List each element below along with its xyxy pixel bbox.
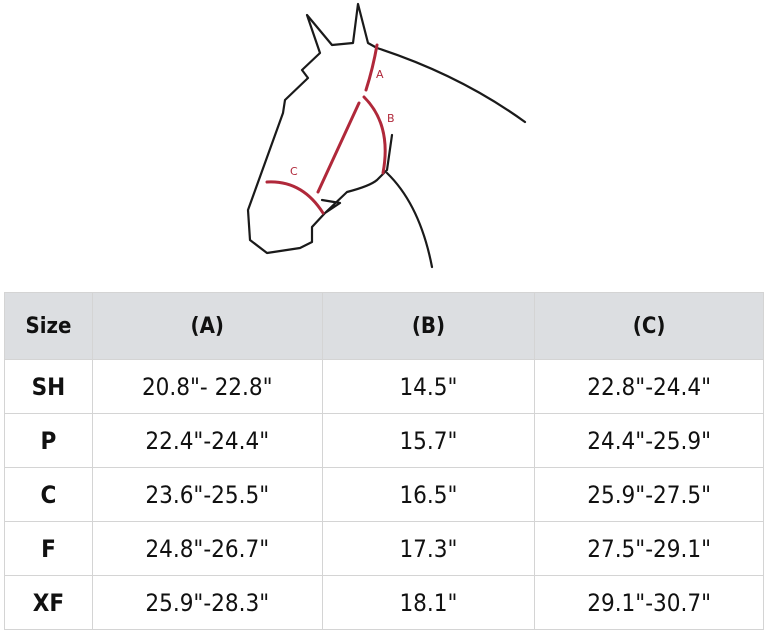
size-cell: P — [4, 413, 93, 468]
a-cell: 24.8"-26.7" — [91, 521, 323, 576]
a-cell: 25.9"-28.3" — [91, 575, 323, 630]
size-cell: F — [4, 521, 93, 576]
c-cell: 24.4"-25.9" — [534, 413, 764, 468]
measure-b-line — [362, 95, 387, 175]
b-cell: 18.1" — [321, 575, 536, 630]
a-cell: 20.8"- 22.8" — [91, 359, 323, 414]
horse-head-diagram: A B C — [246, 2, 527, 269]
header-size: Size — [4, 292, 93, 360]
measure-c-line — [265, 180, 325, 215]
table-row: XF 25.9"-28.3" 18.1" 29.1"-30.7" — [4, 575, 764, 630]
size-chart-table: Size (A) (B) (C) SH 20.8"- 22.8" 14.5" 22.8… — [4, 292, 764, 630]
label-c: C — [290, 165, 298, 178]
measure-diagonal-line — [316, 101, 361, 194]
size-cell: C — [4, 467, 93, 522]
horse-outline — [246, 2, 394, 255]
c-cell: 25.9"-27.5" — [534, 467, 764, 522]
measure-a-line — [364, 43, 379, 92]
a-cell: 22.4"-24.4" — [91, 413, 323, 468]
header-a: (A) — [91, 292, 323, 360]
size-cell: XF — [4, 575, 93, 630]
table-row: C 23.6"-25.5" 16.5" 25.9"-27.5" — [4, 467, 764, 522]
table-row: P 22.4"-24.4" 15.7" 24.4"-25.9" — [4, 413, 764, 468]
b-cell: 14.5" — [321, 359, 536, 414]
a-cell: 23.6"-25.5" — [91, 467, 323, 522]
b-cell: 17.3" — [321, 521, 536, 576]
b-cell: 15.7" — [321, 413, 536, 468]
neck-line — [375, 46, 527, 124]
c-cell: 29.1"-30.7" — [534, 575, 764, 630]
b-cell: 16.5" — [321, 467, 536, 522]
label-a: A — [376, 68, 384, 81]
throat-line — [385, 171, 434, 269]
c-cell: 22.8"-24.4" — [534, 359, 764, 414]
c-cell: 27.5"-29.1" — [534, 521, 764, 576]
label-b: B — [387, 112, 395, 125]
table-row: F 24.8"-26.7" 17.3" 27.5"-29.1" — [4, 521, 764, 576]
size-cell: SH — [4, 359, 93, 414]
header-b: (B) — [321, 292, 536, 360]
header-row: Size (A) (B) (C) — [4, 292, 764, 360]
header-c: (C) — [534, 292, 764, 360]
table-row: SH 20.8"- 22.8" 14.5" 22.8"-24.4" — [4, 359, 764, 414]
